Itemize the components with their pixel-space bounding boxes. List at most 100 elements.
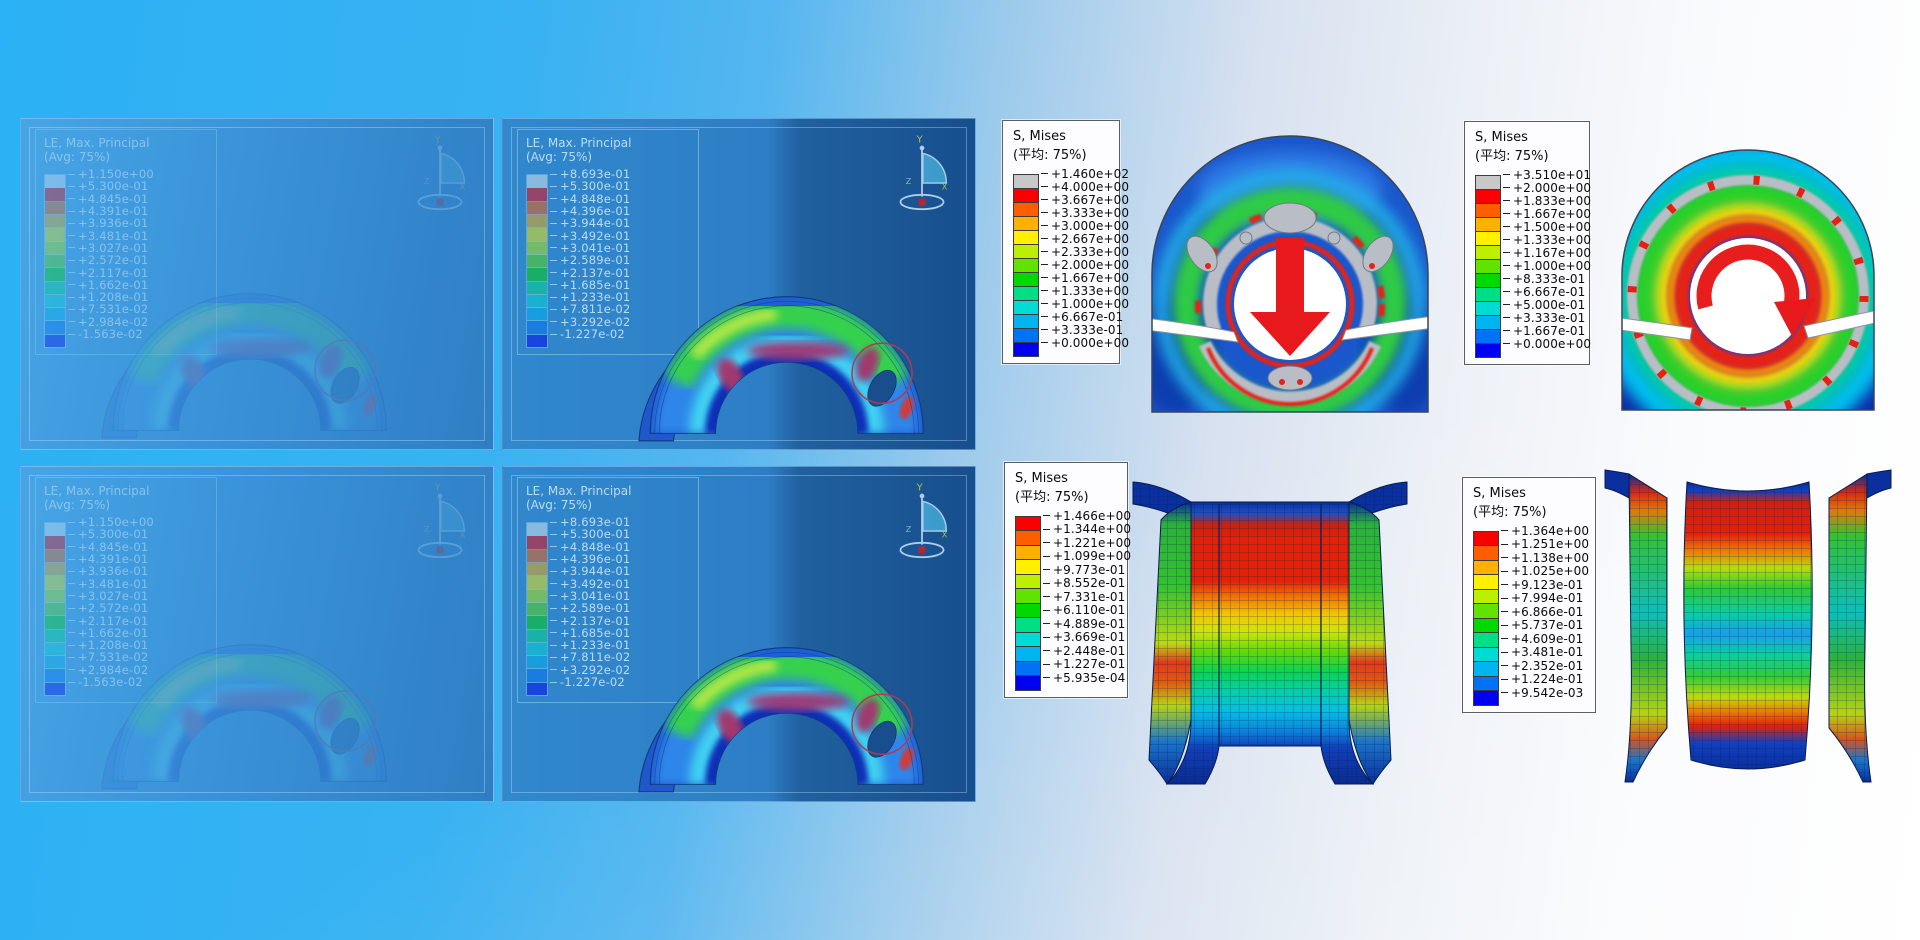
legend-color-swatch xyxy=(1014,286,1038,301)
legend-color-swatch xyxy=(1016,603,1040,619)
legend-color-swatch xyxy=(1014,314,1038,329)
legend-label-row: +5.300e-01 xyxy=(68,527,154,541)
legend-color-swatch xyxy=(45,682,65,695)
legend-label-row: +1.667e+00 xyxy=(1503,207,1591,221)
legend-label-row: +3.027e-01 xyxy=(68,589,154,603)
legend-tick xyxy=(1501,584,1508,586)
legend-color-bar xyxy=(44,522,66,696)
legend-tick xyxy=(1501,557,1508,559)
legend-label-row: +2.589e-01 xyxy=(550,253,630,267)
legend-color-swatch xyxy=(45,536,65,550)
legend-title: S, Mises xyxy=(1013,129,1066,144)
legend-value: +2.667e+00 xyxy=(1051,231,1130,246)
legend-value: +1.466e+00 xyxy=(1053,508,1132,523)
legend-color-swatch xyxy=(1476,329,1500,344)
legend-value: +1.685e-01 xyxy=(560,625,631,640)
legend-tick xyxy=(1041,186,1048,187)
legend-color-swatch xyxy=(1016,661,1040,677)
legend-label-row: +4.396e-01 xyxy=(550,204,630,218)
legend-value: +4.609e-01 xyxy=(1511,631,1584,646)
legend-label-row: +3.041e-01 xyxy=(550,241,630,255)
legend-tick xyxy=(1043,582,1050,584)
view-triad-icon xyxy=(895,479,949,567)
legend-color-swatch xyxy=(1476,287,1500,302)
legend-label-row: +1.667e+00 xyxy=(1041,271,1129,285)
legend-tick xyxy=(68,570,75,572)
clamp-section-rotate-figure xyxy=(1621,149,1875,411)
legend-body: +3.510e+01 +2.000e+00 +1.833e+00 +1.667e+00… xyxy=(1475,168,1591,358)
legend-label-row: +2.667e+00 xyxy=(1041,231,1130,246)
legend-value: +8.333e-01 xyxy=(1513,271,1586,286)
legend-value: +3.492e-01 xyxy=(560,228,631,243)
legend-label-row: +6.110e-01 xyxy=(1043,603,1131,617)
legend-title: LE, Max. Principal xyxy=(44,484,150,498)
legend-tick xyxy=(1501,678,1508,680)
legend-color-swatch xyxy=(1476,343,1500,357)
legend-label-row: +2.137e-01 xyxy=(550,613,631,628)
legend-label-row: +1.233e-01 xyxy=(550,638,630,652)
legend-color-swatch xyxy=(527,241,547,255)
legend-labels: +8.693e-01 +5.300e-01 +4.848e-01 +4.396e-01… xyxy=(550,515,631,689)
legend-tick xyxy=(1503,187,1510,188)
legend-tick xyxy=(550,533,557,535)
legend-color-swatch xyxy=(527,642,547,657)
legend-value: +1.460e+02 xyxy=(1051,166,1130,181)
legend-label-row: +1.500e+00 xyxy=(1503,220,1591,234)
legend-label-row: +2.117e-01 xyxy=(68,266,154,280)
legend-value: +4.845e-01 xyxy=(78,539,149,554)
legend-tick xyxy=(550,272,557,274)
legend-label-row: +1.333e+00 xyxy=(1503,233,1591,247)
legend-label-row: +5.737e-01 xyxy=(1501,618,1589,632)
legend-color-swatch xyxy=(1014,202,1038,217)
legend-color-swatch xyxy=(45,589,65,603)
legend-label-row: +0.000e+00 xyxy=(1503,337,1591,351)
legend-color-swatch xyxy=(1016,632,1040,648)
legend-tick xyxy=(68,595,75,597)
legend-tick xyxy=(68,308,75,310)
legend-tick xyxy=(550,583,557,585)
legend-tick xyxy=(550,173,557,175)
legend-tick xyxy=(1043,636,1050,638)
legend-label-row: +4.845e-01 xyxy=(68,192,154,206)
legend-tick xyxy=(1503,317,1510,318)
legend-label-row: +1.099e+00 xyxy=(1043,549,1131,563)
legend-tick xyxy=(68,222,75,224)
legend-value: -1.227e-02 xyxy=(560,327,625,342)
legend-tick xyxy=(1503,226,1510,227)
legend-label-row: +2.117e-01 xyxy=(68,614,154,628)
legend-label-row: +4.845e-01 xyxy=(68,539,154,554)
legend-tick xyxy=(68,521,75,523)
legend-value: +5.300e-01 xyxy=(560,527,631,542)
legend-tick xyxy=(550,558,557,560)
legend-subtitle: (平均: 75%) xyxy=(1015,490,1089,505)
legend-label-row: +5.300e-01 xyxy=(550,179,630,193)
legend-value: +3.333e-01 xyxy=(1513,310,1586,325)
legend-color-swatch xyxy=(1476,189,1500,204)
legend-label-row: +3.944e-01 xyxy=(550,216,630,230)
legend-value: +1.833e+00 xyxy=(1513,193,1592,208)
legend-value: +1.150e+00 xyxy=(78,167,154,182)
legend-label-row: +1.662e-01 xyxy=(68,626,154,640)
legend-color-swatch xyxy=(1016,589,1040,604)
legend-color-swatch xyxy=(1016,676,1040,690)
mises-legend-clamp-down: S, Mises (平均: 75%) +1.460e+02 +4.000e+00 +3.… xyxy=(1002,120,1129,364)
legend-color-swatch xyxy=(45,308,65,322)
legend-label-row: +3.492e-01 xyxy=(550,228,631,243)
legend-tick xyxy=(68,247,75,249)
legend-value: +5.935e-04 xyxy=(1053,670,1126,685)
legend-label-row: +7.531e-02 xyxy=(68,302,154,316)
legend-tick xyxy=(68,546,75,548)
legend-tick xyxy=(550,259,557,261)
legend-value: +2.137e-01 xyxy=(560,613,631,628)
legend-label-row: +3.000e+00 xyxy=(1041,219,1129,233)
legend-color-swatch xyxy=(1014,188,1038,203)
legend-color-swatch xyxy=(1014,272,1038,287)
legend-label-row: +2.589e-01 xyxy=(550,601,630,615)
legend-tick xyxy=(68,644,75,646)
legend-tick xyxy=(550,308,557,310)
legend-color-swatch xyxy=(527,334,547,347)
legend-label-row: +2.137e-01 xyxy=(550,266,630,280)
legend-label-row: +3.936e-01 xyxy=(68,216,154,230)
legend-label-row: +4.391e-01 xyxy=(68,204,154,218)
legend-color-swatch xyxy=(45,616,65,630)
